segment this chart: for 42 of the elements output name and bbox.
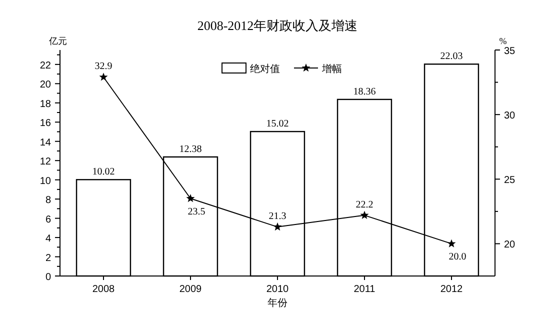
- x-tick-label: 2008: [92, 284, 116, 295]
- x-tick-label: 2010: [266, 284, 290, 295]
- data-label: 32.9: [94, 61, 112, 72]
- data-label: 22.03: [440, 51, 463, 62]
- x-tick-label: 2009: [179, 284, 202, 295]
- y-tick-label: 16: [40, 118, 52, 130]
- y2-axis-title: %: [499, 36, 508, 46]
- x-tick-label: 2012: [440, 284, 464, 295]
- point: [447, 239, 456, 248]
- x-tick-label: 2011: [354, 284, 376, 295]
- data-label: 12.38: [179, 144, 202, 155]
- y-tick-label: 18: [40, 98, 52, 110]
- y-tick-label: 8: [45, 195, 52, 206]
- data-label: 21.3: [268, 210, 286, 222]
- legend-label: 增幅: [321, 63, 342, 75]
- y2-tick-label: 20: [504, 240, 516, 251]
- point: [99, 72, 108, 81]
- y-tick-label: 22: [40, 60, 52, 72]
- y2-tick-label: 35: [504, 46, 516, 57]
- data-label: 20.0: [448, 252, 466, 263]
- y-tick-label: 4: [45, 234, 52, 245]
- point: [186, 194, 195, 202]
- point: [273, 222, 282, 231]
- y-tick-label: 20: [40, 80, 52, 91]
- y-tick-label: 2: [45, 252, 52, 264]
- y-tick-label: 0: [45, 272, 52, 283]
- y-tick-label: 12: [40, 156, 52, 168]
- data-label: 10.02: [92, 166, 115, 178]
- y-tick-label: 6: [45, 214, 52, 226]
- y-tick-label: 14: [40, 137, 52, 148]
- point: [360, 210, 369, 219]
- chart-title: 2008-2012年财政收入及增速: [197, 18, 358, 33]
- x-axis-title: 年份: [268, 297, 288, 309]
- data-label: 23.5: [188, 206, 206, 218]
- y-axis-title: 亿元: [48, 36, 67, 46]
- data-label: 18.36: [353, 86, 376, 98]
- y-tick-label: 10: [40, 176, 52, 187]
- y2-tick-label: 30: [504, 110, 516, 122]
- y2-tick-label: 25: [504, 175, 516, 186]
- legend-label: 绝对值: [250, 63, 280, 75]
- data-label: 15.02: [266, 118, 289, 130]
- data-label: 22.2: [356, 199, 374, 210]
